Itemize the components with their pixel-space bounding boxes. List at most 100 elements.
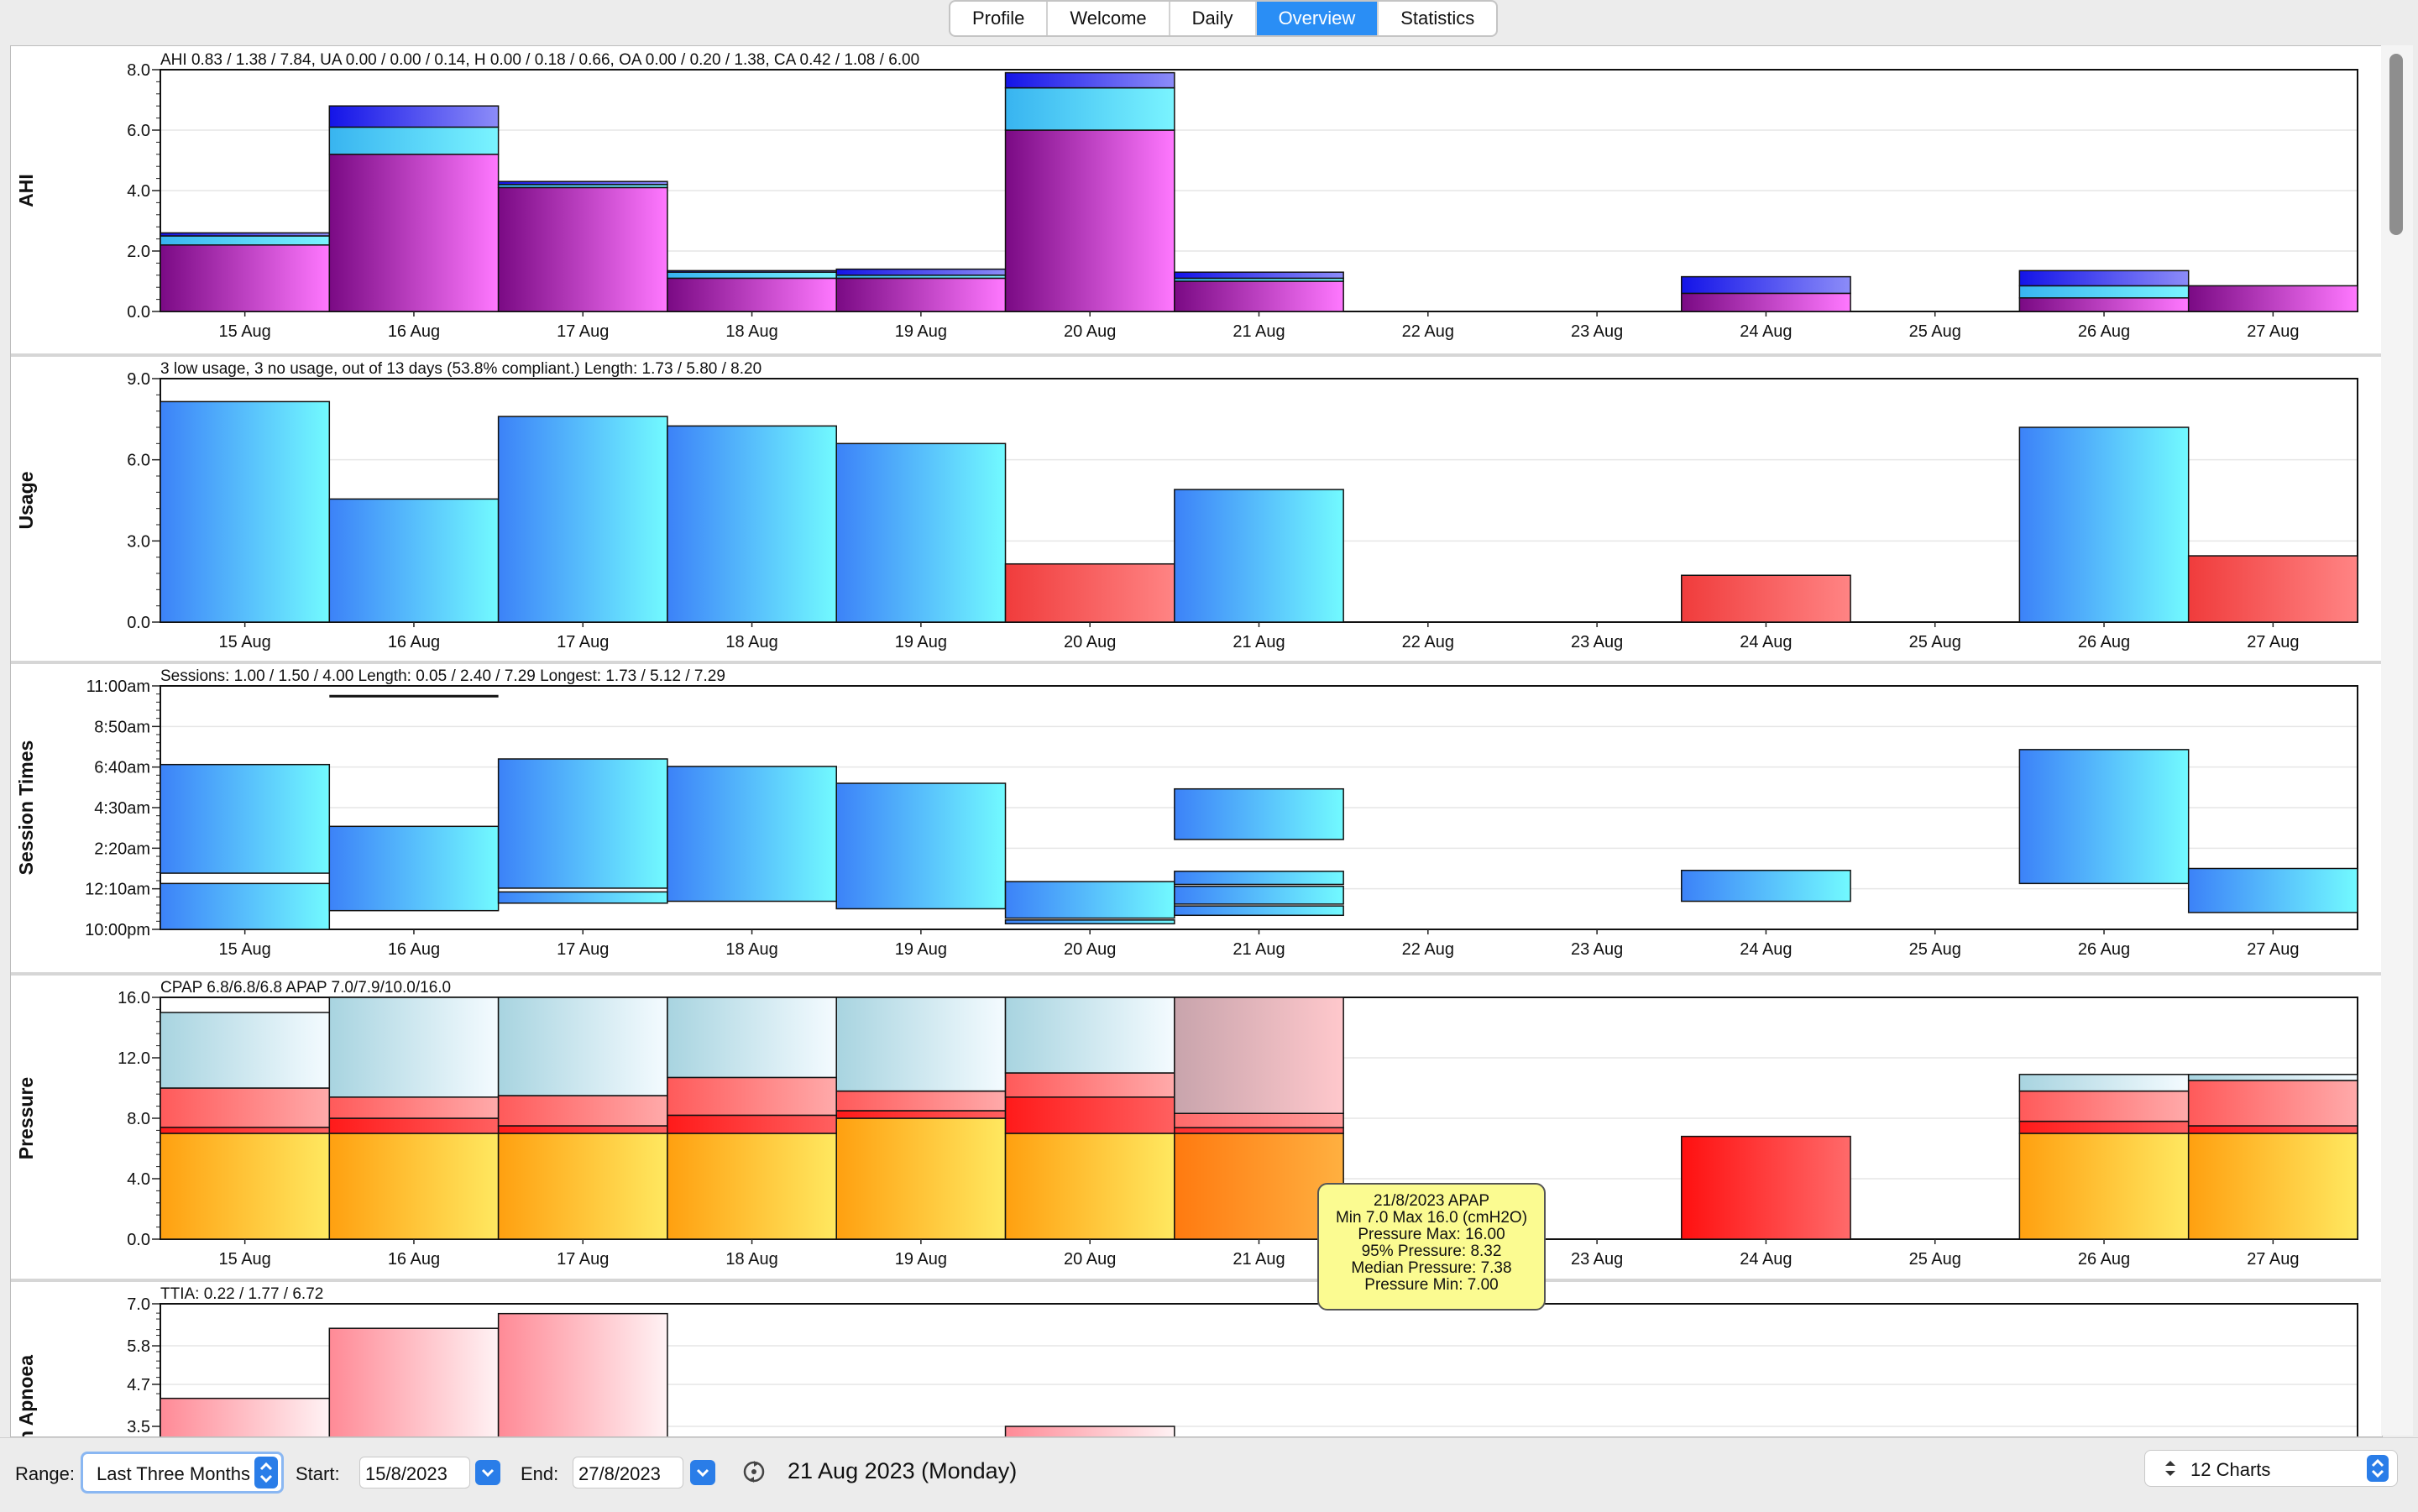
x-tick-label: 25 Aug: [1909, 322, 1961, 341]
x-tick-label: 18 Aug: [725, 633, 777, 651]
x-tick-label: 18 Aug: [725, 940, 777, 959]
range-select[interactable]: Last Three Months: [81, 1452, 284, 1494]
y-tick-label: 0.0: [127, 303, 150, 322]
usage-bar: [328, 498, 500, 623]
chart-summary: TTIA: 0.22 / 1.77 / 6.72: [160, 1285, 323, 1303]
chart-summary: 3 low usage, 3 no usage, out of 13 days …: [160, 360, 762, 378]
charts-canvas: AHI 0.83 / 1.38 / 7.84, UA 0.00 / 0.00 /…: [11, 51, 2382, 1436]
pressure-bar: [328, 997, 500, 1098]
pressure-bar: [328, 1117, 500, 1134]
x-tick-label: 17 Aug: [557, 1250, 609, 1269]
scrollbar-thumb[interactable]: [2389, 54, 2403, 235]
y-tick-label: 10:00pm: [85, 921, 150, 939]
ahi-bar: [160, 235, 331, 246]
ahi-bar: [328, 105, 500, 128]
usage-bar: [2187, 555, 2358, 623]
x-tick-label: 26 Aug: [2078, 322, 2130, 341]
ahi-bar: [160, 244, 331, 312]
y-tick-label: 9.0: [127, 370, 150, 389]
pressure-bar: [1004, 1096, 1175, 1134]
session-bar: [1174, 885, 1344, 905]
ahi-bar: [1004, 86, 1175, 131]
x-tick-label: 20 Aug: [1064, 940, 1116, 959]
ahi-bar: [2018, 297, 2190, 312]
ttia-bar: [160, 1397, 331, 1436]
tooltip-line: 95% Pressure: 8.32: [1361, 1243, 1502, 1260]
ahi-bar: [1681, 275, 1851, 295]
pressure-bar: [160, 1012, 331, 1089]
chart-summary: Sessions: 1.00 / 1.50 / 4.00 Length: 0.0…: [160, 667, 725, 685]
tab-statistics[interactable]: Statistics: [1400, 8, 1475, 29]
charts-stepper-icon[interactable]: [2367, 1455, 2389, 1482]
x-tick-label: 21 Aug: [1233, 633, 1285, 651]
ahi-bar: [160, 232, 331, 237]
pressure-bar: [1174, 1112, 1344, 1128]
x-tick-label: 15 Aug: [219, 322, 271, 341]
bottom-toolbar: Range: Last Three Months Start: 15/8/202…: [0, 1437, 2418, 1512]
x-tick-label: 23 Aug: [1571, 633, 1623, 651]
x-tick-label: 16 Aug: [388, 940, 440, 959]
y-tick-label: 3.5: [127, 1418, 150, 1436]
pressure-bar: [160, 1087, 331, 1128]
tab-overview[interactable]: Overview: [1256, 2, 1379, 35]
x-tick-label: 17 Aug: [557, 322, 609, 341]
pressure-bar: [667, 1114, 837, 1134]
tooltip-line: Median Pressure: 7.38: [1351, 1259, 1512, 1277]
x-tick-label: 25 Aug: [1909, 940, 1961, 959]
x-tick-label: 20 Aug: [1064, 633, 1116, 651]
pressure-bar: [497, 1125, 668, 1134]
range-stepper-icon[interactable]: [254, 1457, 278, 1488]
session-bar: [1004, 881, 1175, 919]
end-date-field[interactable]: 27/8/2023: [573, 1457, 683, 1488]
tab-bar: Profile Welcome Daily Overview Statistics: [949, 0, 1499, 37]
session-bar: [328, 825, 500, 912]
x-tick-label: 27 Aug: [2247, 1250, 2299, 1269]
pressure-bar: [2187, 1133, 2358, 1240]
x-tick-label: 22 Aug: [1402, 940, 1454, 959]
pressure-bar: [835, 1110, 1007, 1119]
y-tick-label: 12.0: [118, 1049, 150, 1068]
ahi-bar: [835, 277, 1007, 312]
end-date-dropdown-icon[interactable]: [690, 1460, 715, 1485]
x-tick-label: 15 Aug: [219, 940, 271, 959]
start-date-dropdown-icon[interactable]: [475, 1460, 500, 1485]
session-bar: [667, 766, 837, 902]
session-bar: [1174, 787, 1344, 840]
x-tick-label: 27 Aug: [2247, 633, 2299, 651]
y-tick-label: 6:40am: [94, 759, 150, 777]
session-bar: [497, 891, 668, 904]
x-tick-label: 18 Aug: [725, 1250, 777, 1269]
usage-bar: [667, 425, 837, 623]
tooltip-line: 21/8/2023 APAP: [1373, 1192, 1490, 1210]
x-tick-label: 27 Aug: [2247, 322, 2299, 341]
y-tick-label: 16.0: [118, 989, 150, 1007]
ahi-bar: [2018, 269, 2190, 287]
session-bar: [2187, 867, 2358, 913]
ttia-bar: [1004, 1426, 1175, 1436]
y-tick-label: 5.8: [127, 1337, 150, 1356]
x-tick-label: 16 Aug: [388, 322, 440, 341]
ahi-bar: [1004, 71, 1175, 89]
session-bar: [2018, 749, 2190, 885]
tab-welcome[interactable]: Welcome: [1048, 2, 1170, 35]
x-tick-label: 23 Aug: [1571, 1250, 1623, 1269]
y-tick-label: 6.0: [127, 452, 150, 470]
vertical-scrollbar[interactable]: [2381, 45, 2413, 1436]
x-tick-label: 16 Aug: [388, 633, 440, 651]
charts-select[interactable]: 12 Charts: [2144, 1450, 2398, 1487]
refresh-icon[interactable]: [739, 1457, 769, 1487]
x-tick-label: 18 Aug: [725, 322, 777, 341]
usage-bar: [1681, 574, 1851, 623]
start-date-field[interactable]: 15/8/2023: [359, 1457, 470, 1488]
pressure-bar: [835, 1117, 1007, 1240]
pressure-bar: [497, 1133, 668, 1240]
ahi-bar: [667, 271, 837, 280]
ahi-bar: [497, 180, 668, 186]
session-bar: [1681, 869, 1851, 902]
tab-daily[interactable]: Daily: [1170, 2, 1257, 35]
y-tick-label: 8.0: [127, 61, 150, 80]
chart-summary: AHI 0.83 / 1.38 / 7.84, UA 0.00 / 0.00 /…: [160, 51, 919, 69]
session-bar: [497, 758, 668, 889]
pressure-bar: [328, 1096, 500, 1119]
tab-profile[interactable]: Profile: [950, 2, 1049, 35]
